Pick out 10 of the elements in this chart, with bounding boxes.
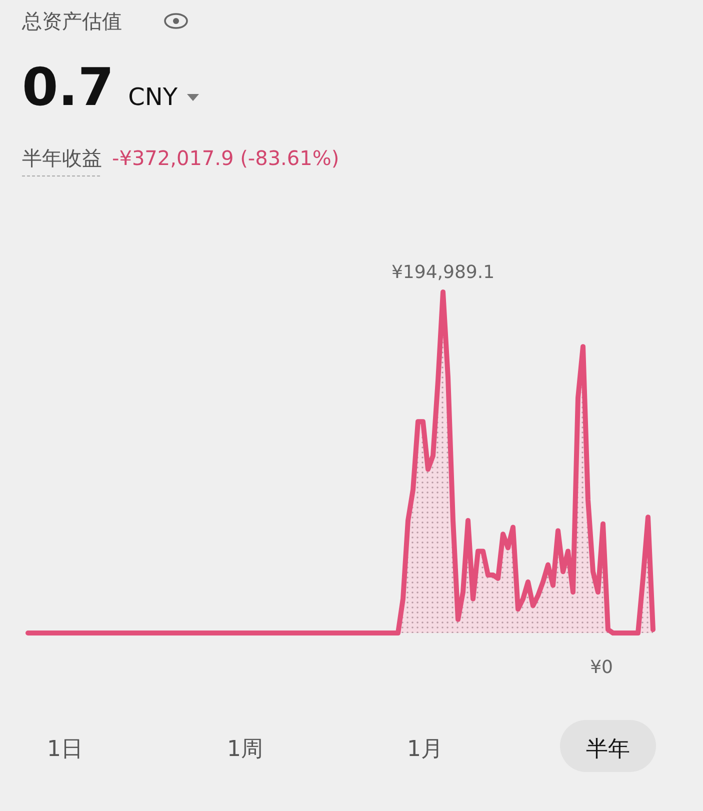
text: -¥372,017.9 (-83.61%) — [112, 146, 340, 170]
text: 1日 — [47, 737, 83, 762]
text: 1月 — [407, 737, 443, 762]
chart-title: 总资产估值 — [21, 9, 122, 33]
text: 1周 — [227, 737, 263, 762]
text: 半年收益 — [22, 146, 102, 170]
annotation: ¥0 — [590, 657, 613, 678]
annotation: ¥194,989.1 — [391, 262, 495, 283]
text: 半年 — [586, 737, 630, 762]
chart-subtitle: 0.7 CNY — [22, 58, 178, 118]
